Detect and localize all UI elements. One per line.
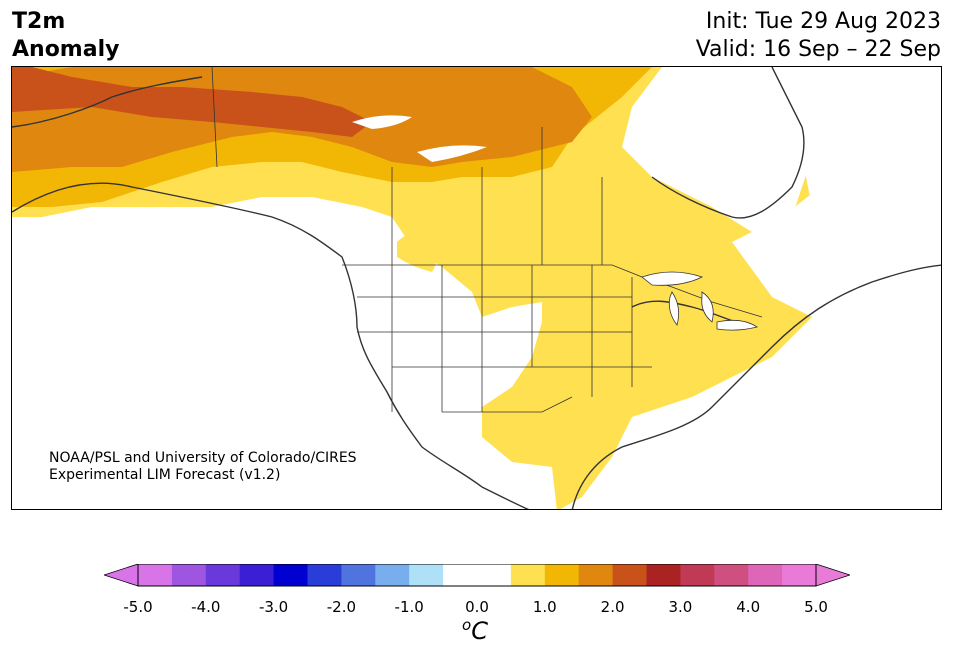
colorbar-unit-label: oC — [462, 616, 488, 645]
degree-symbol: o — [462, 616, 472, 634]
colorbar-tick-label: -2.0 — [326, 598, 357, 616]
colorbar-segment — [375, 564, 410, 586]
colorbar-segment — [239, 564, 275, 586]
init-date: Init: Tue 29 Aug 2023 — [705, 9, 941, 34]
colorbar-tick-label: -4.0 — [191, 598, 221, 616]
colorbar-segment — [578, 564, 614, 586]
variable-subtitle: Anomaly — [12, 37, 120, 62]
credit-text: NOAA/PSL and University of Colorado/CIRE… — [49, 450, 357, 484]
variable-title: T2m — [12, 9, 66, 34]
colorbar-tick-label: 3.0 — [668, 598, 693, 616]
colorbar-tick-label: 1.0 — [532, 598, 557, 616]
colorbar — [104, 564, 850, 587]
colorbar-segment — [138, 564, 173, 586]
water-bodies — [622, 67, 941, 266]
colorbar-segment — [341, 564, 376, 586]
colorbar-extend-low — [104, 564, 139, 587]
colorbar-tick-label: 5.0 — [804, 598, 828, 616]
canadian-lakes — [352, 115, 487, 162]
colorbar-outline — [137, 564, 817, 587]
colorbar-segment — [307, 564, 342, 586]
colorbar-segment — [171, 564, 207, 586]
colorbar-segment — [612, 564, 647, 586]
map-canvas — [12, 67, 941, 509]
political-borders — [211, 67, 763, 413]
colorbar-segment — [748, 564, 783, 586]
colorbar-segment — [646, 564, 681, 586]
anomaly-map — [11, 66, 942, 510]
colorbar-segment — [273, 564, 308, 586]
colorbar-segment — [205, 564, 241, 586]
colorbar-segment — [544, 564, 580, 586]
colorbar-segments — [138, 564, 817, 586]
valid-date: Valid: 16 Sep – 22 Sep — [695, 37, 941, 62]
colorbar-segment — [782, 564, 817, 586]
map-title: T2m Anomaly — [12, 8, 119, 64]
coastlines — [12, 67, 941, 509]
colorbar-extend-high — [815, 564, 850, 587]
anomaly-fill-warmest — [12, 67, 372, 137]
colorbar-segment — [477, 564, 512, 586]
colorbar-tick-label: -1.0 — [394, 598, 424, 616]
colorbar-segment — [680, 564, 715, 586]
great-lakes — [641, 271, 758, 331]
colorbar-tick-label: 4.0 — [736, 598, 761, 616]
colorbar-segment — [409, 564, 444, 586]
forecast-dates: Init: Tue 29 Aug 2023 Valid: 16 Sep – 22… — [696, 8, 941, 64]
colorbar-tick-label: 2.0 — [600, 598, 625, 616]
colorbar-tick-label: -5.0 — [123, 598, 153, 616]
colorbar-segment — [443, 564, 478, 586]
colorbar-segment — [714, 564, 749, 586]
credit-line-2: Experimental LIM Forecast (v1.2) — [49, 467, 281, 483]
credit-line-1: NOAA/PSL and University of Colorado/CIRE… — [49, 450, 357, 466]
unit-letter: C — [471, 617, 488, 645]
colorbar-tick-label: 0.0 — [465, 598, 489, 616]
colorbar-segment — [510, 564, 546, 586]
colorbar-tick-label: -3.0 — [258, 598, 289, 616]
